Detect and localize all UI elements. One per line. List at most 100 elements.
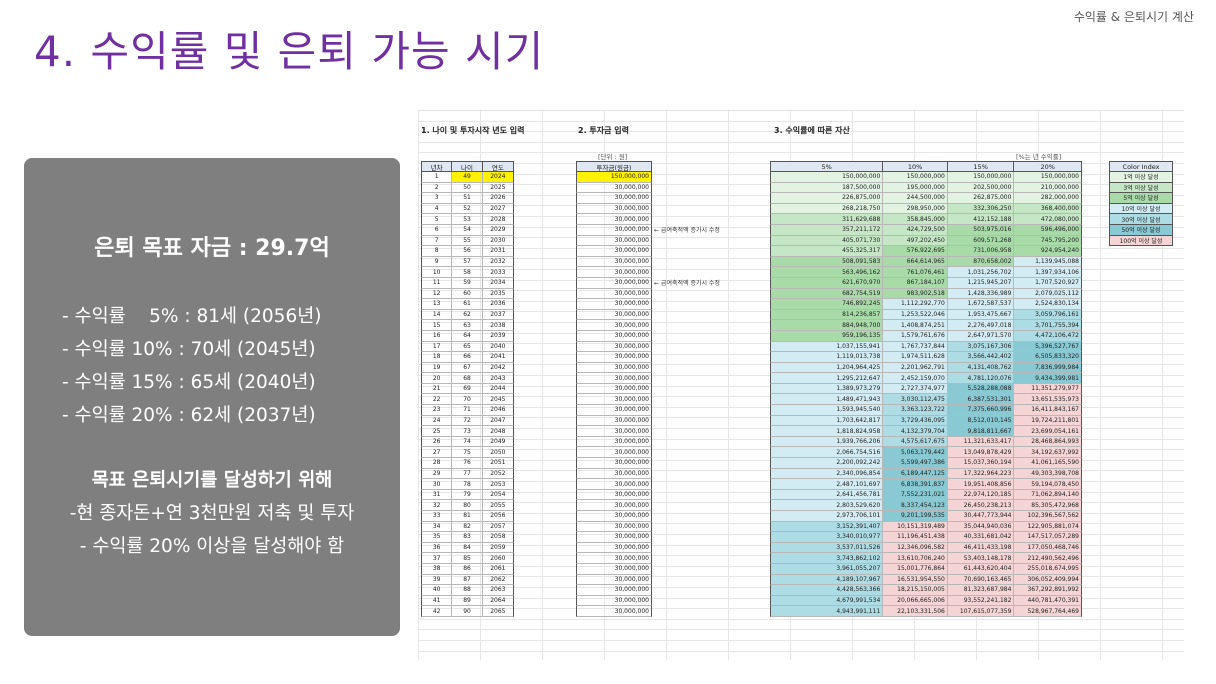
- cell-year-index[interactable]: 10: [422, 267, 453, 277]
- cell-asset[interactable]: 2,641,456,781: [771, 489, 884, 500]
- cell-year-index[interactable]: 1: [422, 172, 453, 182]
- cell-invest[interactable]: 30,000,000: [614, 374, 649, 382]
- cell-asset[interactable]: 3,566,442,402: [947, 352, 1015, 362]
- cell-asset[interactable]: 4,679,991,534: [771, 595, 884, 606]
- cell-year-index[interactable]: 31: [422, 489, 453, 500]
- cell-age[interactable]: 70: [452, 394, 483, 405]
- cell-year[interactable]: 2053: [490, 480, 506, 488]
- cell-asset[interactable]: 298,950,000: [883, 203, 948, 214]
- cell-year[interactable]: 2057: [490, 522, 506, 530]
- cell-year-index[interactable]: 15: [422, 320, 453, 330]
- cell-asset[interactable]: 107,615,077,359: [947, 606, 1015, 616]
- cell-year[interactable]: 2036: [490, 300, 506, 308]
- cell-age[interactable]: 60: [452, 288, 483, 299]
- cell-asset[interactable]: 3,363,123,722: [883, 405, 948, 415]
- cell-asset[interactable]: 150,000,000: [1014, 172, 1081, 182]
- cell-year[interactable]: 2026: [490, 194, 506, 202]
- cell-year[interactable]: 2052: [490, 469, 506, 477]
- cell-asset[interactable]: 424,729,500: [883, 224, 948, 235]
- cell-asset[interactable]: 6,838,391,837: [883, 479, 948, 489]
- cell-asset[interactable]: 4,943,991,111: [771, 606, 884, 616]
- cell-year[interactable]: 2058: [490, 533, 506, 541]
- cell-age[interactable]: 69: [452, 383, 483, 394]
- cell-asset[interactable]: 147,517,057,289: [1014, 532, 1081, 542]
- cell-asset[interactable]: 5,528,288,088: [947, 383, 1015, 394]
- cell-asset[interactable]: 503,975,016: [947, 224, 1015, 235]
- cell-year[interactable]: 2034: [490, 279, 506, 287]
- cell-asset[interactable]: 7,836,999,984: [1014, 362, 1081, 373]
- cell-year[interactable]: 2029: [490, 226, 506, 234]
- cell-invest[interactable]: 30,000,000: [614, 469, 649, 477]
- cell-age[interactable]: 64: [452, 330, 483, 341]
- cell-invest[interactable]: 30,000,000: [614, 575, 649, 583]
- cell-year[interactable]: 2056: [490, 512, 506, 520]
- cell-year-index[interactable]: 40: [422, 585, 453, 595]
- cell-asset[interactable]: 1,818,824,958: [771, 426, 884, 436]
- cell-year-index[interactable]: 8: [422, 246, 453, 256]
- cell-asset[interactable]: 2,727,374,977: [883, 383, 948, 394]
- cell-asset[interactable]: 2,276,497,018: [947, 320, 1015, 330]
- cell-asset[interactable]: 4,132,379,704: [883, 426, 948, 436]
- cell-year-index[interactable]: 17: [422, 341, 453, 352]
- cell-asset[interactable]: 282,000,000: [1014, 193, 1081, 203]
- cell-invest[interactable]: 30,000,000: [614, 332, 649, 340]
- cell-year[interactable]: 2032: [490, 258, 506, 266]
- cell-asset[interactable]: 983,902,518: [883, 288, 948, 299]
- cell-asset[interactable]: 2,340,096,854: [771, 468, 884, 479]
- cell-invest[interactable]: 30,000,000: [614, 289, 649, 297]
- cell-asset[interactable]: 30,447,773,944: [947, 511, 1015, 521]
- cell-invest[interactable]: 30,000,000: [614, 215, 649, 223]
- cell-invest[interactable]: 30,000,000: [614, 311, 649, 319]
- cell-age[interactable]: 77: [452, 468, 483, 479]
- cell-year-index[interactable]: 21: [422, 383, 453, 394]
- cell-age[interactable]: 68: [452, 373, 483, 383]
- cell-asset[interactable]: 497,202,450: [883, 235, 948, 246]
- cell-invest[interactable]: 30,000,000: [614, 183, 649, 191]
- cell-asset[interactable]: 20,066,665,006: [883, 595, 948, 606]
- cell-year-index[interactable]: 16: [422, 330, 453, 341]
- cell-year[interactable]: 2041: [490, 353, 506, 361]
- cell-invest[interactable]: 30,000,000: [614, 512, 649, 520]
- cell-asset[interactable]: 508,091,583: [771, 256, 884, 267]
- cell-asset[interactable]: 440,781,470,391: [1014, 595, 1081, 606]
- cell-year-index[interactable]: 7: [422, 235, 453, 246]
- cell-asset[interactable]: 53,403,148,178: [947, 553, 1015, 563]
- cell-year[interactable]: 2044: [490, 385, 506, 393]
- cell-asset[interactable]: 49,303,398,708: [1014, 468, 1081, 479]
- cell-year[interactable]: 2043: [490, 374, 506, 382]
- cell-age[interactable]: 82: [452, 521, 483, 532]
- cell-year[interactable]: 2055: [490, 501, 506, 509]
- cell-age[interactable]: 84: [452, 542, 483, 553]
- cell-age[interactable]: 52: [452, 203, 483, 214]
- cell-asset[interactable]: 1,672,587,537: [947, 299, 1015, 309]
- cell-year[interactable]: 2040: [490, 342, 506, 350]
- cell-year-index[interactable]: 41: [422, 595, 453, 606]
- cell-asset[interactable]: 745,795,200: [1014, 235, 1081, 246]
- cell-year[interactable]: 2030: [490, 236, 506, 244]
- cell-asset[interactable]: 17,322,964,223: [947, 468, 1015, 479]
- cell-asset[interactable]: 187,500,000: [771, 182, 884, 193]
- cell-year[interactable]: 2046: [490, 406, 506, 414]
- cell-asset[interactable]: 5,396,527,767: [1014, 341, 1081, 352]
- cell-year-index[interactable]: 4: [422, 203, 453, 214]
- cell-asset[interactable]: 596,496,000: [1014, 224, 1081, 235]
- cell-asset[interactable]: 1,253,522,046: [883, 309, 948, 320]
- cell-asset[interactable]: 71,062,894,140: [1014, 489, 1081, 500]
- cell-year-index[interactable]: 9: [422, 256, 453, 267]
- cell-year-index[interactable]: 6: [422, 224, 453, 235]
- cell-asset[interactable]: 1,953,475,667: [947, 309, 1015, 320]
- cell-year-index[interactable]: 14: [422, 309, 453, 320]
- cell-age[interactable]: 50: [452, 182, 483, 193]
- cell-invest[interactable]: 30,000,000: [614, 395, 649, 403]
- cell-asset[interactable]: 9,201,199,535: [883, 511, 948, 521]
- cell-invest[interactable]: 30,000,000: [614, 597, 649, 605]
- cell-asset[interactable]: 59,194,078,450: [1014, 479, 1081, 489]
- cell-year-index[interactable]: 30: [422, 479, 453, 489]
- cell-asset[interactable]: 1,974,511,628: [883, 352, 948, 362]
- cell-age[interactable]: 88: [452, 585, 483, 595]
- cell-year-index[interactable]: 35: [422, 532, 453, 542]
- cell-asset[interactable]: 6,189,447,125: [883, 468, 948, 479]
- cell-asset[interactable]: 3,340,010,977: [771, 532, 884, 542]
- cell-age[interactable]: 51: [452, 193, 483, 203]
- cell-age[interactable]: 81: [452, 511, 483, 521]
